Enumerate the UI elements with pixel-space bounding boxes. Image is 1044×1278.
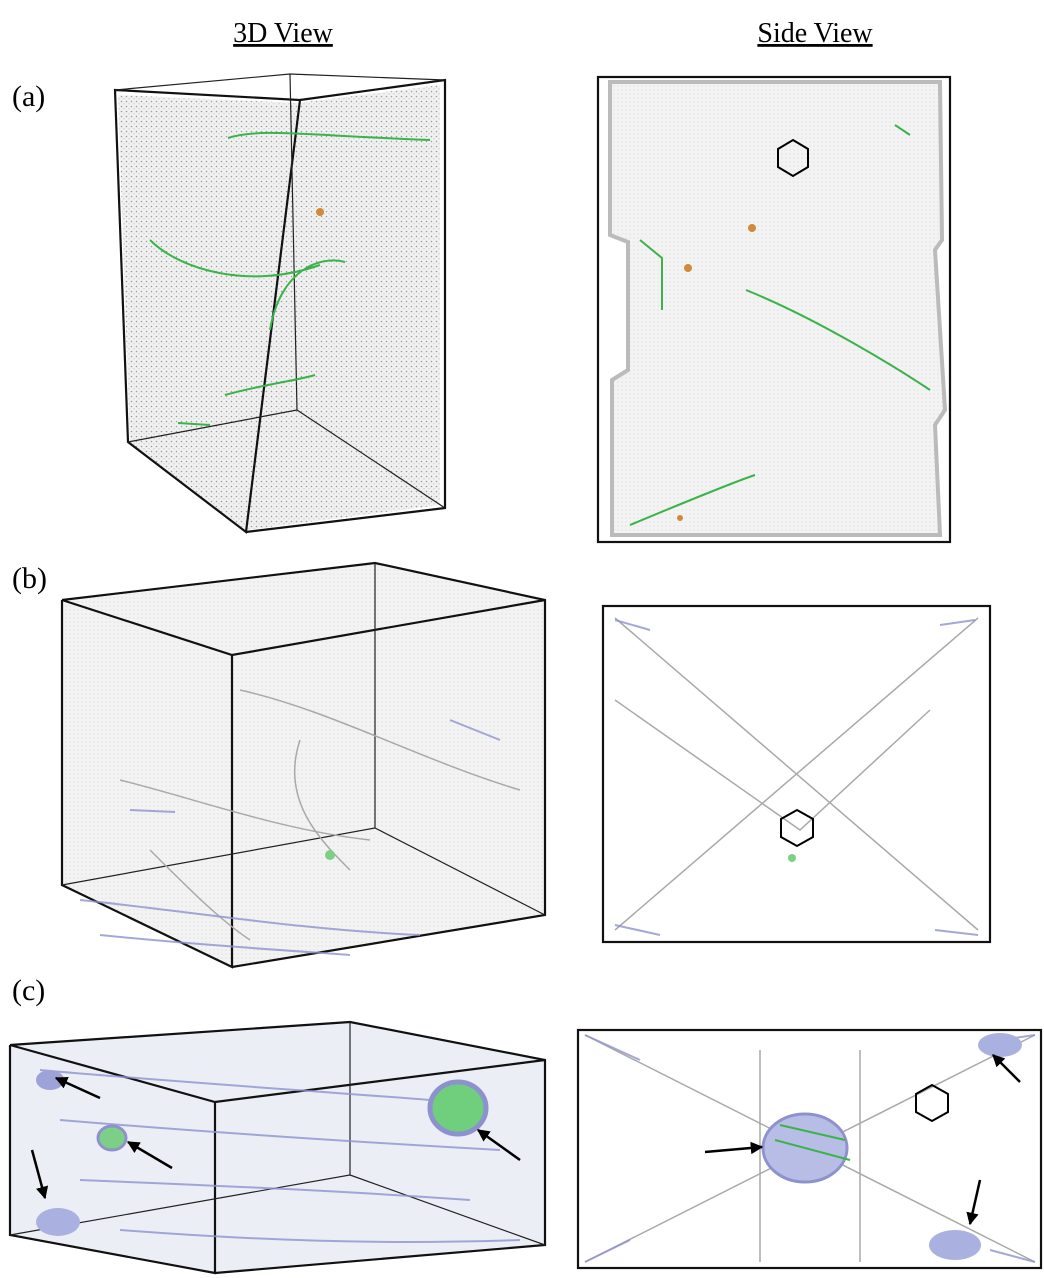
figure: 3D View Side View (a) (b) (c) bbox=[0, 0, 1044, 1278]
panel-b-side bbox=[603, 606, 990, 942]
panel-b-3d bbox=[62, 563, 545, 967]
panel-c-3d bbox=[10, 1022, 545, 1273]
panel-label: (c) bbox=[12, 974, 45, 1007]
panel-label: (b) bbox=[12, 562, 47, 595]
panel-a-side bbox=[598, 77, 950, 542]
header-3d: 3D View bbox=[233, 18, 333, 49]
panel-a-3d bbox=[115, 74, 445, 532]
panel-c-side bbox=[578, 1030, 1041, 1268]
header-side: Side View bbox=[757, 18, 873, 49]
panel-label: (a) bbox=[12, 80, 45, 113]
